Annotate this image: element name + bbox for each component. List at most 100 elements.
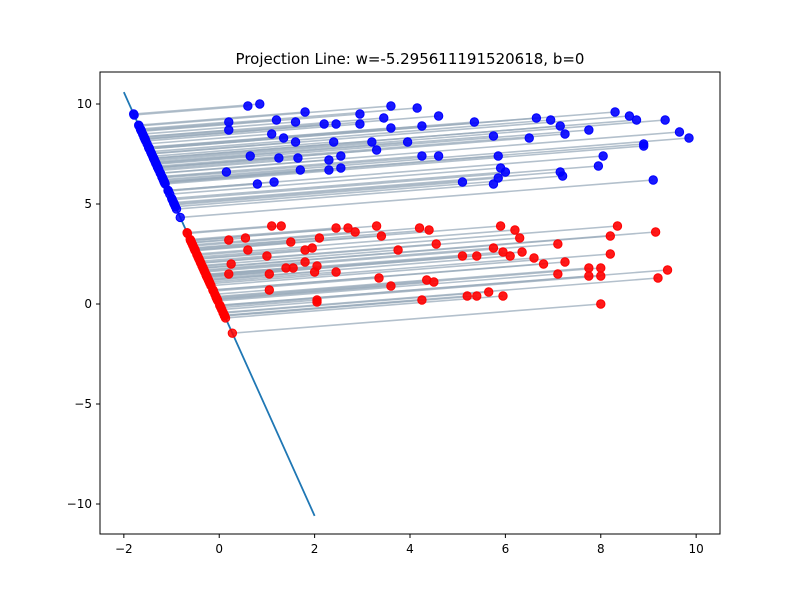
y-tick-label: 10 — [77, 97, 92, 111]
data-points — [128, 99, 694, 338]
data-point — [271, 115, 282, 125]
data-point — [624, 111, 635, 121]
projected-point — [219, 310, 230, 321]
data-point — [336, 151, 346, 161]
data-point — [610, 107, 620, 117]
data-point — [240, 233, 251, 243]
data-point — [605, 249, 616, 259]
data-point — [424, 225, 434, 235]
data-point — [286, 237, 296, 247]
projection-segment — [216, 267, 589, 299]
projection-segment — [206, 251, 523, 278]
data-point — [505, 251, 515, 261]
data-point — [553, 239, 563, 249]
data-point — [367, 137, 377, 147]
projection-segment — [150, 119, 551, 153]
data-point — [433, 111, 444, 121]
data-point — [529, 253, 539, 263]
projected-point — [159, 177, 169, 187]
data-point — [498, 247, 508, 257]
data-point — [371, 221, 382, 231]
data-point — [295, 165, 306, 175]
data-point — [264, 285, 275, 295]
data-point — [293, 153, 303, 163]
data-point — [584, 125, 594, 135]
data-point — [517, 247, 527, 257]
projection-segment — [210, 253, 611, 287]
projection-segment — [173, 177, 499, 205]
projection-segment — [140, 121, 229, 130]
projected-point — [212, 295, 223, 305]
projection-segment — [198, 247, 313, 258]
data-point — [264, 269, 275, 279]
data-point — [531, 113, 542, 123]
y-tick-label: −5 — [74, 397, 92, 411]
projection-segment — [203, 235, 611, 270]
data-point — [472, 251, 482, 261]
data-point — [243, 101, 253, 111]
projection-segment — [180, 179, 654, 219]
data-point — [288, 263, 298, 273]
data-point — [662, 265, 673, 275]
projection-segment — [163, 137, 690, 181]
data-point — [307, 243, 317, 253]
projected-point — [144, 142, 154, 153]
data-point — [224, 117, 234, 127]
data-point — [493, 173, 503, 183]
data-point — [355, 109, 365, 119]
projection-segment — [169, 167, 501, 195]
projection-segment — [192, 231, 356, 246]
data-point — [612, 221, 623, 231]
data-point — [469, 117, 480, 127]
projection-segment — [204, 243, 558, 273]
data-point — [374, 273, 384, 283]
data-point — [431, 239, 441, 249]
data-point — [483, 287, 494, 297]
x-tick-label: 2 — [311, 542, 319, 556]
data-point — [371, 145, 382, 155]
data-point — [350, 227, 360, 237]
data-point — [266, 221, 277, 231]
data-point — [495, 221, 506, 231]
projection-segment — [151, 141, 296, 155]
data-point — [414, 223, 425, 233]
data-point — [314, 233, 325, 243]
projection-segment — [163, 169, 301, 182]
projection-segment — [200, 237, 520, 265]
data-point — [557, 171, 568, 181]
data-point — [510, 225, 520, 235]
data-point — [433, 151, 444, 161]
projection-segment — [213, 277, 380, 292]
x-tick-label: 0 — [215, 542, 223, 556]
data-point — [255, 99, 265, 109]
data-point — [312, 261, 322, 271]
projection-segment — [214, 289, 270, 296]
x-tick-label: 6 — [502, 542, 510, 556]
projection-segment — [232, 303, 601, 334]
data-point — [598, 151, 608, 161]
data-point — [386, 101, 396, 111]
data-point — [417, 295, 427, 305]
data-point — [269, 177, 279, 187]
data-point — [417, 151, 427, 161]
data-point — [596, 263, 606, 273]
data-point — [312, 297, 322, 307]
data-point — [324, 165, 334, 175]
projection-segment — [191, 237, 246, 244]
data-point — [555, 121, 565, 131]
data-point — [593, 161, 604, 171]
y-tick-label: 0 — [84, 297, 92, 311]
projection-segment — [216, 267, 601, 300]
projection-segment — [149, 137, 284, 150]
projected-point — [175, 212, 185, 223]
projection-segment — [224, 299, 422, 317]
projected-point — [227, 328, 238, 338]
data-point — [638, 139, 649, 149]
y-tick-label: 5 — [84, 197, 92, 211]
projection-segment — [156, 129, 589, 166]
data-point — [488, 243, 499, 253]
projection-segment — [210, 257, 535, 285]
projection-segment — [217, 285, 391, 301]
data-point — [343, 223, 353, 233]
data-point — [545, 115, 556, 125]
